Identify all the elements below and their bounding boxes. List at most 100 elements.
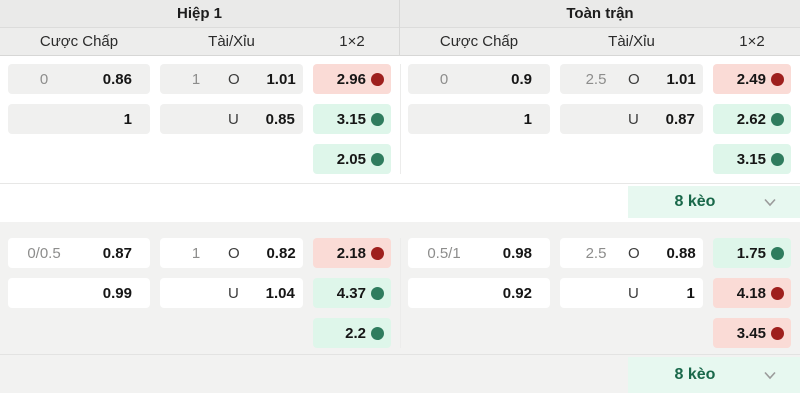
over-under-cell[interactable]: 2.5 O 0.88: [560, 238, 703, 268]
odds-row: 0.92 U 1 4.18: [408, 278, 800, 308]
over-under-line: 1: [191, 70, 201, 88]
handicap-odds: 0.9: [511, 70, 532, 88]
over-under-cell[interactable]: U 1: [560, 278, 703, 308]
handicap-line: 0: [439, 70, 449, 88]
trend-dot-icon: [771, 112, 784, 126]
x12-odds-value: 2.62: [736, 110, 766, 128]
odds-panel-full-match: 0 0.9 2.5 O 1.01 2.49: [400, 64, 800, 174]
x12-odds-cell[interactable]: 3.45: [713, 318, 791, 348]
over-under-cell[interactable]: 1 O 0.82: [160, 238, 303, 268]
x12-odds-cell[interactable]: 2.18: [313, 238, 391, 268]
trend-dot-icon: [371, 152, 384, 166]
over-under-odds: 1: [686, 284, 695, 302]
odds-row: 0 0.9 2.5 O 1.01 2.49: [408, 64, 800, 94]
x12-odds-cell[interactable]: 4.18: [713, 278, 791, 308]
x12-odds-cell[interactable]: 4.37: [313, 278, 391, 308]
trend-dot-icon: [371, 326, 384, 340]
empty-cell: [8, 318, 150, 348]
trend-dot-icon: [771, 286, 784, 300]
handicap-odds: 0.98: [502, 244, 532, 262]
trend-dot-icon: [771, 72, 784, 86]
expand-odds-button[interactable]: 8 kèo: [628, 357, 800, 393]
x12-odds-value: 4.37: [336, 284, 366, 302]
column-header-1x2: 1×2: [739, 33, 765, 50]
over-under-side: O: [228, 244, 240, 262]
over-under-side: O: [228, 70, 240, 88]
over-under-line: 2.5: [585, 70, 607, 88]
empty-cell: [408, 144, 550, 174]
over-under-cell[interactable]: U 0.87: [560, 104, 703, 134]
odds-row: 0.99 U 1.04 4.37: [8, 278, 400, 308]
handicap-odds: 0.99: [102, 284, 132, 302]
board-header: Hiệp 1 Cược Chấp Tài/Xỉu 1×2 Toàn trận C…: [0, 0, 800, 56]
x12-odds-cell[interactable]: 2.62: [713, 104, 791, 134]
x12-odds-value: 3.15: [736, 150, 766, 168]
over-under-side: U: [628, 110, 639, 128]
chevron-down-icon: [762, 194, 778, 210]
x12-odds-value: 2.96: [336, 70, 366, 88]
empty-cell: [8, 144, 150, 174]
over-under-cell[interactable]: 1 O 1.01: [160, 64, 303, 94]
x12-odds-cell[interactable]: 1.75: [713, 238, 791, 268]
over-under-line: 1: [191, 244, 201, 262]
empty-cell: [160, 144, 303, 174]
x12-odds-cell[interactable]: 3.15: [313, 104, 391, 134]
x12-odds-value: 3.45: [736, 324, 766, 342]
trend-dot-icon: [771, 326, 784, 340]
trend-dot-icon: [371, 246, 384, 260]
handicap-cell[interactable]: 0 0.9: [408, 64, 550, 94]
over-under-side: U: [228, 284, 239, 302]
x12-odds-cell[interactable]: 3.15: [713, 144, 791, 174]
handicap-odds: 0.86: [102, 70, 132, 88]
x12-odds-cell[interactable]: 2.49: [713, 64, 791, 94]
x12-odds-cell[interactable]: 2.2: [313, 318, 391, 348]
handicap-cell[interactable]: 0.99: [8, 278, 150, 308]
over-under-side: O: [628, 244, 640, 262]
odds-row: 2.05: [8, 144, 400, 174]
expand-odds-button[interactable]: 8 kèo: [628, 186, 800, 218]
trend-dot-icon: [371, 112, 384, 126]
odds-group-2: 0/0.5 0.87 1 O 0.82 2.18: [0, 222, 800, 393]
divider: [0, 354, 800, 355]
over-under-odds: 0.88: [666, 244, 696, 262]
handicap-cell[interactable]: 1: [8, 104, 150, 134]
odds-row: 0.5/1 0.98 2.5 O 0.88 1.75: [408, 238, 800, 268]
handicap-cell[interactable]: 0.92: [408, 278, 550, 308]
empty-cell: [408, 318, 550, 348]
handicap-odds: 1: [523, 110, 532, 128]
over-under-cell[interactable]: 2.5 O 1.01: [560, 64, 703, 94]
odds-row: 0 0.86 1 O 1.01 2.96: [8, 64, 400, 94]
column-header-over-under: Tài/Xỉu: [608, 33, 655, 50]
trend-dot-icon: [771, 152, 784, 166]
empty-cell: [560, 318, 703, 348]
column-header-handicap: Cược Chấp: [439, 33, 519, 50]
column-headers: Cược Chấp Tài/Xỉu 1×2: [0, 28, 399, 56]
over-under-odds: 1.01: [666, 70, 696, 88]
handicap-cell[interactable]: 1: [408, 104, 550, 134]
x12-odds-value: 2.05: [336, 150, 366, 168]
over-under-cell[interactable]: U 1.04: [160, 278, 303, 308]
x12-odds-cell[interactable]: 2.96: [313, 64, 391, 94]
empty-cell: [160, 318, 303, 348]
odds-count-label: 8 kèo: [674, 366, 716, 383]
period-title: Toàn trận: [400, 0, 800, 28]
period-title: Hiệp 1: [0, 0, 399, 28]
header-panel-first-half: Hiệp 1 Cược Chấp Tài/Xỉu 1×2: [0, 0, 400, 56]
handicap-odds: 0.92: [502, 284, 532, 302]
divider: [0, 183, 800, 184]
x12-odds-value: 3.15: [336, 110, 366, 128]
empty-cell: [560, 144, 703, 174]
over-under-cell[interactable]: U 0.85: [160, 104, 303, 134]
handicap-cell[interactable]: 0/0.5 0.87: [8, 238, 150, 268]
trend-dot-icon: [371, 286, 384, 300]
handicap-cell[interactable]: 0.5/1 0.98: [408, 238, 550, 268]
handicap-odds: 1: [123, 110, 132, 128]
trend-dot-icon: [371, 72, 384, 86]
over-under-odds: 1.04: [265, 284, 295, 302]
column-header-over-under: Tài/Xỉu: [208, 33, 255, 50]
trend-dot-icon: [771, 246, 784, 260]
odds-panel-first-half: 0 0.86 1 O 1.01 2.96: [0, 64, 400, 174]
odds-row: 2.2: [8, 318, 400, 348]
handicap-cell[interactable]: 0 0.86: [8, 64, 150, 94]
x12-odds-cell[interactable]: 2.05: [313, 144, 391, 174]
